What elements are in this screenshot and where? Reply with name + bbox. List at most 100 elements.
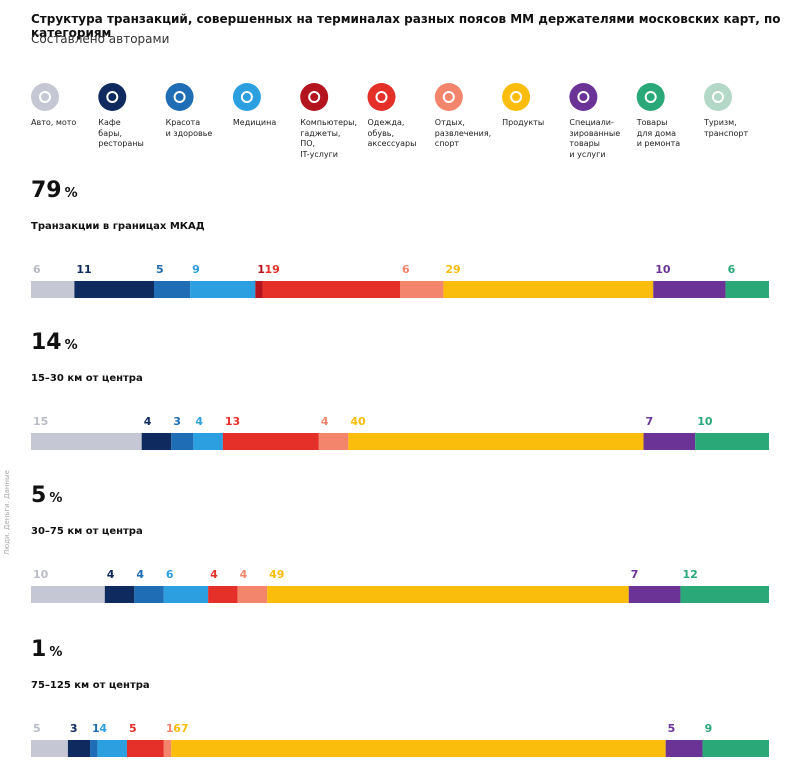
- bar-segment: [163, 740, 172, 757]
- bar-segment: [171, 433, 194, 450]
- segment-label: 9: [192, 263, 200, 276]
- legend-icon: [367, 83, 396, 111]
- source: Люди. Деньги. Данные: [3, 470, 11, 555]
- bar-segment: [163, 586, 209, 603]
- row-label: 75–125 км от центра: [31, 680, 150, 691]
- legend-icon: [704, 83, 732, 111]
- chart-title: Структура транзакций, совершенных на тер…: [31, 12, 781, 40]
- legend-icon-glyph: [240, 91, 253, 103]
- bar-segment: [190, 281, 256, 298]
- bar-segment: [653, 281, 726, 298]
- segment-label: 4: [107, 568, 115, 581]
- legend-icon-glyph: [712, 91, 724, 103]
- share-value: 79: [31, 178, 62, 203]
- bar-segment: [208, 586, 238, 603]
- row-label: 15–30 км от центра: [31, 373, 143, 384]
- legend-label: Специали- зированные товары и услуги: [569, 118, 621, 159]
- segment-label: 6: [33, 263, 41, 276]
- segment-label: 29: [445, 263, 460, 276]
- bar-segment: [255, 281, 263, 298]
- segment-label: 5: [33, 722, 41, 735]
- segment-label: 13: [225, 415, 240, 428]
- bar-segment: [680, 586, 769, 603]
- chart-subtitle: Составлено авторами: [31, 32, 170, 46]
- segment-label: 1: [166, 722, 174, 735]
- legend-icon: [434, 83, 463, 111]
- segment-label: 12: [682, 568, 697, 581]
- legend-icon-glyph: [173, 91, 186, 103]
- legend-label: Отдых, развлечения, спорт: [434, 118, 492, 148]
- share-value: 14: [31, 330, 62, 355]
- bar-segment: [348, 433, 644, 450]
- segment-label: 19: [265, 263, 280, 276]
- bar-segment: [628, 586, 681, 603]
- bar-segment: [31, 586, 105, 603]
- share-value: 5: [31, 483, 46, 508]
- legend-label: Авто, мото: [31, 118, 77, 127]
- legend-label: Компьютеры, гаджеты, ПО, IT-услуги: [300, 118, 357, 159]
- segment-label: 10: [697, 415, 713, 428]
- legend-label: Товары для дома и ремонта: [636, 118, 681, 148]
- bar-segment: [31, 740, 68, 757]
- segment-label: 4: [144, 415, 152, 428]
- segment-label: 6: [402, 263, 410, 276]
- bar-segment: [171, 740, 666, 757]
- bar-segment: [74, 281, 154, 298]
- bar-segment: [237, 586, 268, 603]
- legend-icon: [31, 83, 59, 111]
- segment-label: 7: [631, 568, 639, 581]
- bar-segment: [193, 433, 223, 450]
- bar-segment: [725, 281, 769, 298]
- bar-segment: [90, 740, 98, 757]
- segment-label: 5: [668, 722, 676, 735]
- legend-icon-glyph: [644, 91, 657, 103]
- segment-label: 10: [655, 263, 671, 276]
- legend-icon-glyph: [375, 91, 388, 103]
- legend-icon-glyph: [577, 91, 590, 103]
- share-unit: %: [49, 645, 62, 660]
- bar-segment: [443, 281, 654, 298]
- segment-label: 5: [129, 722, 137, 735]
- segment-label: 7: [646, 415, 654, 428]
- bar-segment: [97, 740, 127, 757]
- legend-icon: [98, 83, 127, 111]
- share-unit: %: [65, 186, 78, 201]
- segment-label: 1: [257, 263, 265, 276]
- segment-label: 6: [728, 263, 736, 276]
- bar-segment: [267, 586, 629, 603]
- legend-icon: [300, 83, 329, 111]
- segment-label: 10: [33, 568, 49, 581]
- segment-label: 3: [70, 722, 78, 735]
- segment-label: 9: [705, 722, 713, 735]
- legend-icon-glyph: [510, 91, 523, 103]
- segment-label: 4: [240, 568, 248, 581]
- bar-segment: [262, 281, 400, 298]
- segment-label: 40: [350, 415, 366, 428]
- legend-icon-glyph: [39, 91, 51, 103]
- legend-icon: [636, 83, 665, 111]
- legend-label: Одежда, обувь, аксессуары: [367, 118, 417, 148]
- segment-label: 4: [99, 722, 107, 735]
- legend-icon: [502, 83, 531, 111]
- row-label: Транзакции в границах МКАД: [31, 221, 205, 232]
- segment-label: 4: [210, 568, 218, 581]
- segment-label: 67: [173, 722, 188, 735]
- legend-icon-glyph: [106, 91, 119, 103]
- segment-label: 11: [76, 263, 91, 276]
- bar-segment: [67, 740, 91, 757]
- share-unit: %: [49, 491, 62, 506]
- legend-label: Медицина: [232, 118, 277, 127]
- bar-segment: [400, 281, 444, 298]
- share-value: 1: [31, 637, 46, 662]
- legend-icon-glyph: [442, 91, 455, 103]
- row-label: 30–75 км от центра: [31, 526, 143, 537]
- bar-segment: [222, 433, 319, 450]
- legend-icon-glyph: [308, 91, 321, 103]
- bar-segment: [318, 433, 349, 450]
- segment-label: 4: [136, 568, 144, 581]
- segment-label: 15: [33, 415, 48, 428]
- bar-segment: [141, 433, 172, 450]
- segment-label: 49: [269, 568, 284, 581]
